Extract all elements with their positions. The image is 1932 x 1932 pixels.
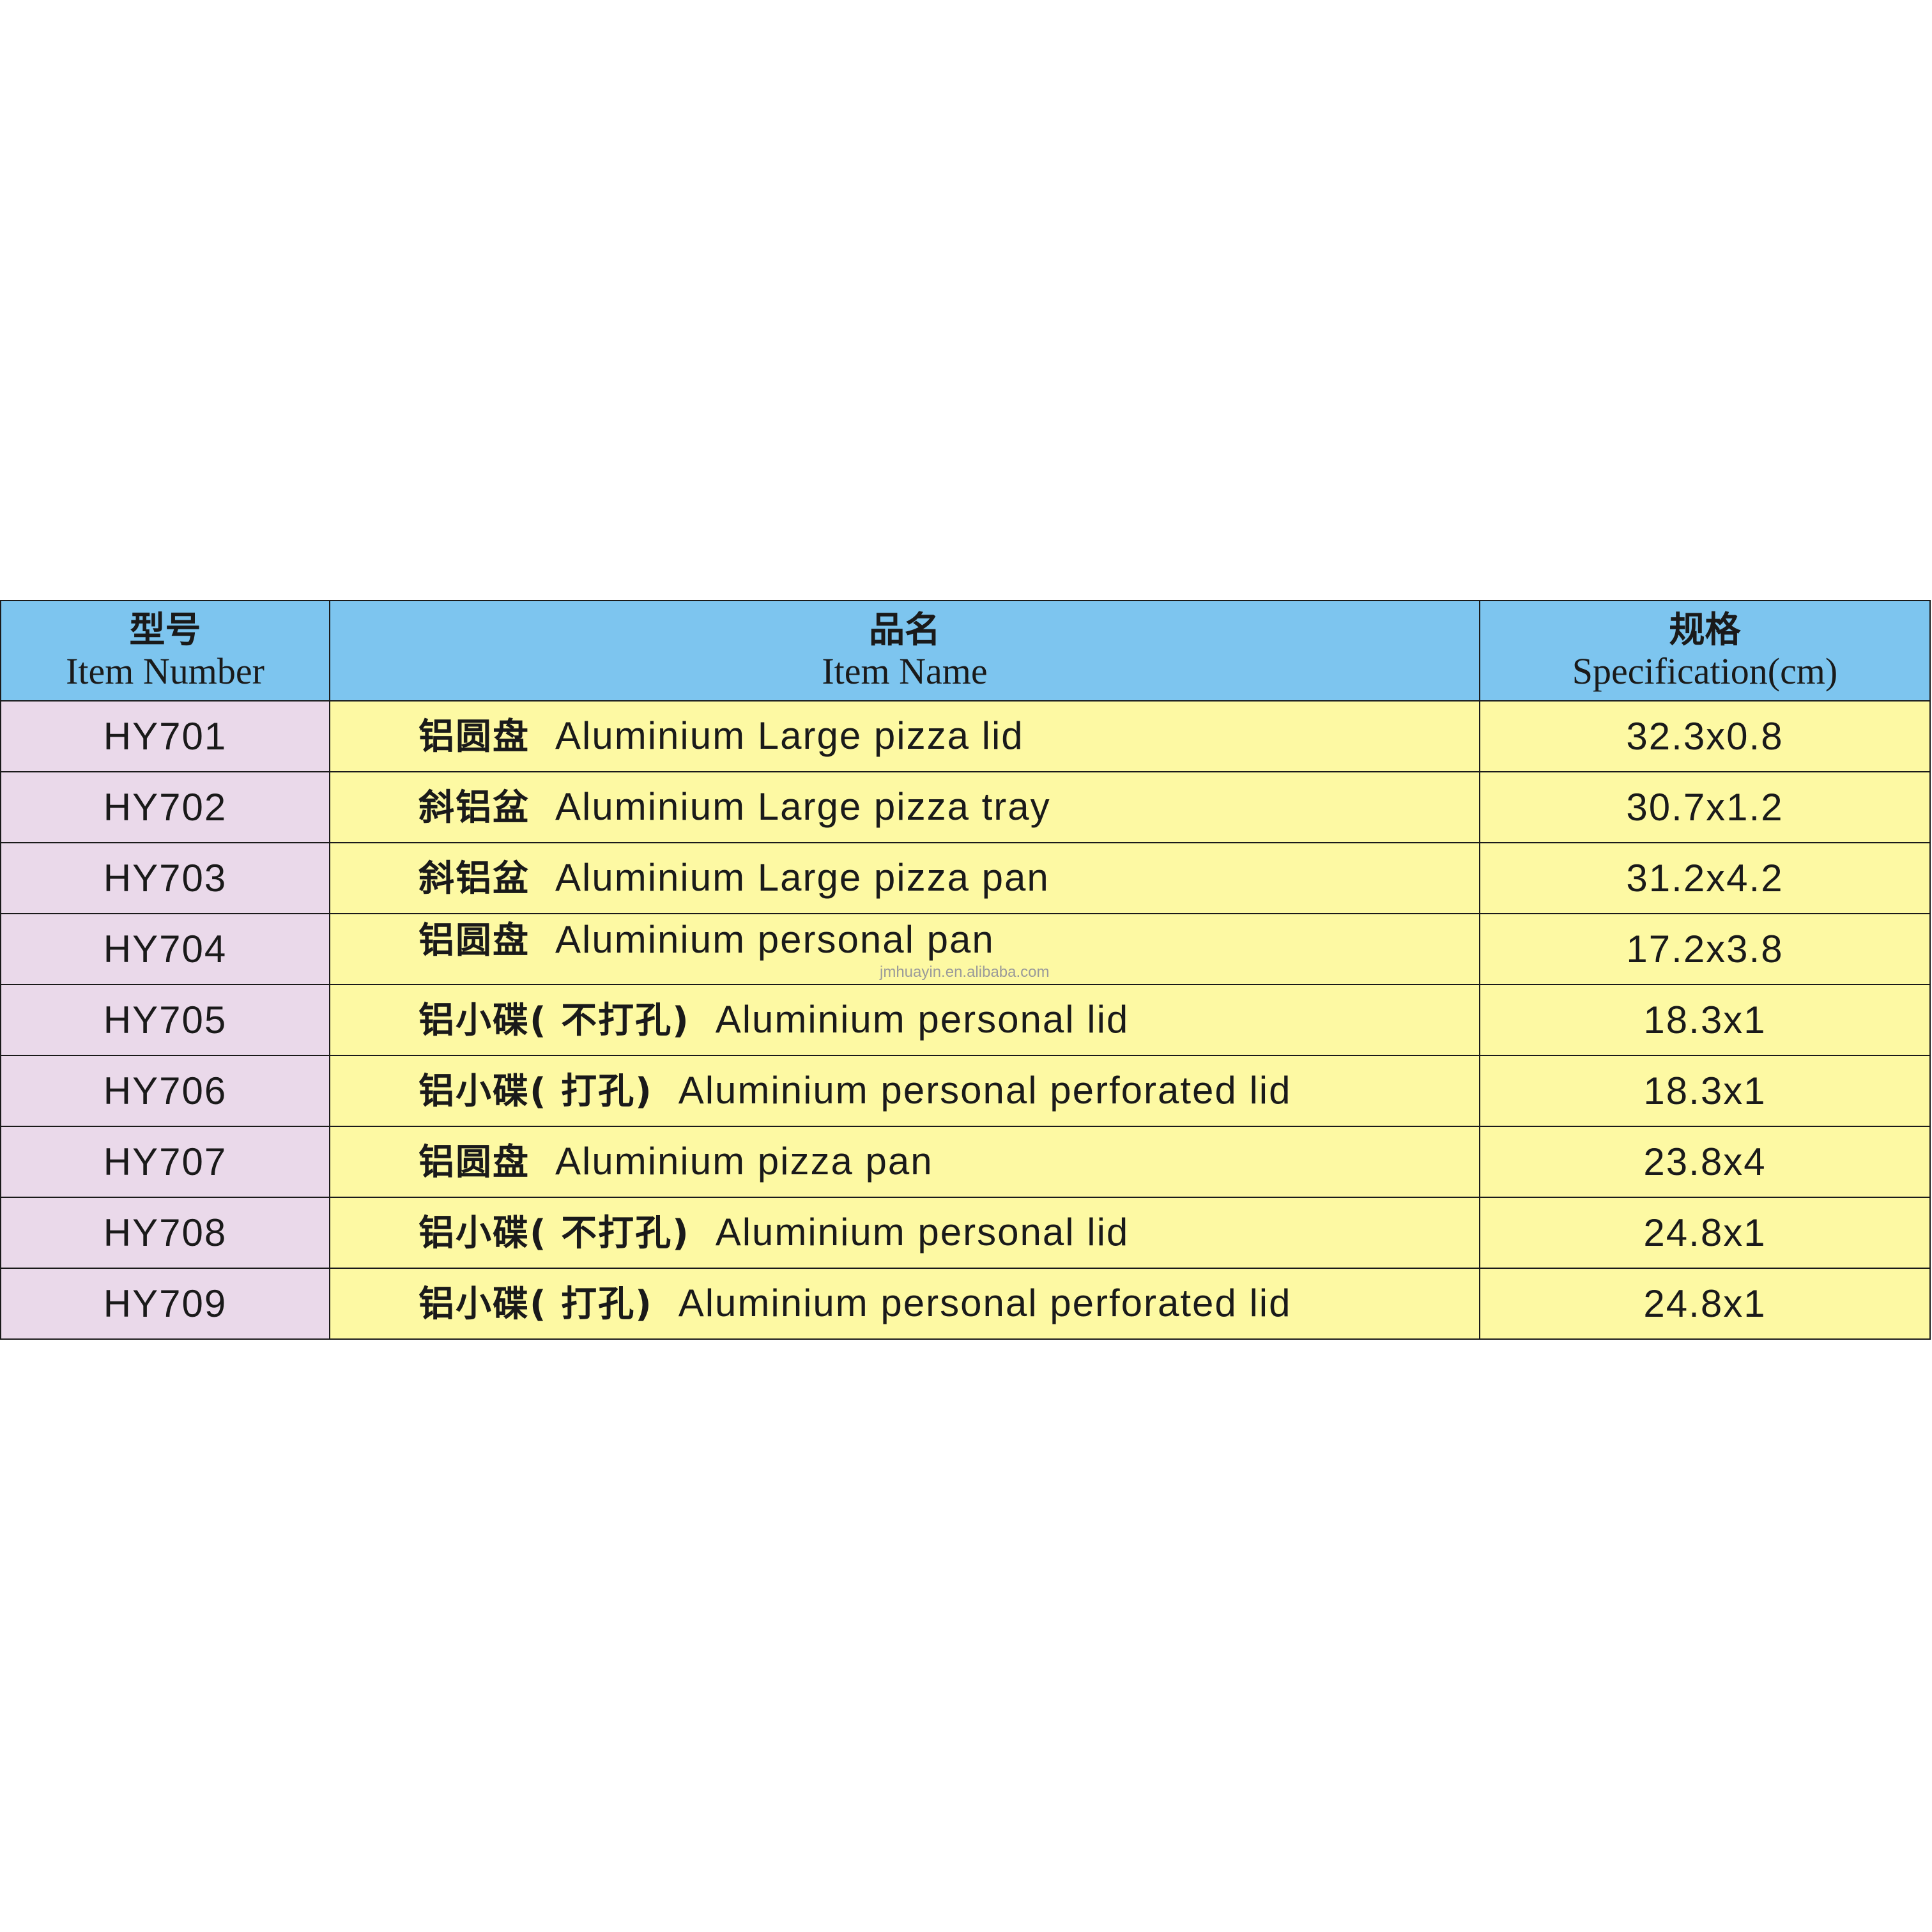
item-number: HY705 — [0, 984, 330, 1056]
item-number: HY707 — [0, 1126, 330, 1198]
item-name-cn: 铝小碟( 打孔) — [418, 1070, 653, 1112]
specification: 18.3x1 — [1479, 1055, 1931, 1127]
item-name-en: Aluminium personal lid — [715, 997, 1130, 1041]
specification: 24.8x1 — [1479, 1268, 1931, 1340]
header-en: Item Name — [822, 650, 988, 692]
table-row: HY708 铝小碟( 不打孔) Aluminium personal lid 24.8… — [0, 1197, 1931, 1269]
table-row: HY701 铝圆盘 Aluminium Large pizza lid 32.3x0.… — [0, 700, 1931, 772]
item-name-line: 斜铝盆 Aluminium Large pizza tray — [418, 785, 1479, 831]
specification: 30.7x1.2 — [1479, 771, 1931, 843]
item-number: HY701 — [0, 700, 330, 772]
item-name: 斜铝盆 Aluminium Large pizza tray — [329, 771, 1480, 843]
specification: 31.2x4.2 — [1479, 842, 1931, 914]
header-row: 型号 Item Number 品名 Item Name 规格 Specificatio… — [0, 600, 1931, 702]
item-name-cn: 铝圆盘 — [418, 919, 530, 962]
item-name: 铝小碟( 不打孔) Aluminium personal lid — [329, 984, 1480, 1056]
item-name: 铝小碟( 打孔) Aluminium personal perforated li… — [329, 1055, 1480, 1127]
item-name-en: Aluminium personal perforated lid — [678, 1281, 1292, 1324]
table-row: HY703 斜铝盆 Aluminium Large pizza pan 31.2x4.… — [0, 842, 1931, 914]
table-row: HY702 斜铝盆 Aluminium Large pizza tray 30.7x1… — [0, 771, 1931, 843]
item-number: HY709 — [0, 1268, 330, 1340]
specification: 24.8x1 — [1479, 1197, 1931, 1269]
item-number: HY703 — [0, 842, 330, 914]
item-name-cn: 铝小碟( 不打孔) — [418, 1212, 690, 1254]
item-name-line: 铝小碟( 不打孔) Aluminium personal lid — [418, 997, 1479, 1043]
watermark: jmhuayin.en.alibaba.com — [880, 963, 1050, 981]
item-name-en: Aluminium Large pizza pan — [555, 855, 1050, 899]
item-name-cn: 铝圆盘 — [418, 716, 530, 758]
item-name-line: 斜铝盆 Aluminium Large pizza pan — [418, 855, 1479, 901]
item-name: 铝小碟( 打孔) Aluminium personal perforated li… — [329, 1268, 1480, 1340]
header-cn: 规格 — [1669, 609, 1741, 651]
item-name-en: Aluminium personal lid — [715, 1210, 1130, 1254]
header-specification: 规格 Specification(cm) — [1479, 600, 1931, 702]
item-name: 铝圆盘 Aluminium Large pizza lid — [329, 700, 1480, 772]
item-number: HY702 — [0, 771, 330, 843]
item-name-line: 铝小碟( 打孔) Aluminium personal perforated li… — [418, 1068, 1479, 1114]
header-cn: 品名 — [869, 609, 940, 651]
table-row: HY707 铝圆盘 Aluminium pizza pan 23.8x4 — [0, 1126, 1931, 1198]
item-name-en: Aluminium pizza pan — [555, 1139, 933, 1183]
item-number: HY708 — [0, 1197, 330, 1269]
header-en: Item Number — [66, 650, 264, 692]
item-number: HY706 — [0, 1055, 330, 1127]
table-row: HY706 铝小碟( 打孔) Aluminium personal perforat… — [0, 1055, 1931, 1127]
table-row: HY705 铝小碟( 不打孔) Aluminium personal lid 18.3… — [0, 984, 1931, 1056]
item-name-line: 铝小碟( 打孔) Aluminium personal perforated li… — [418, 1281, 1479, 1327]
product-spec-table: 型号 Item Number 品名 Item Name 规格 Specificatio… — [0, 600, 1931, 1340]
table-row: HY704 铝圆盘 Aluminium personal pan jmhuayin.e… — [0, 913, 1931, 985]
item-name-line: 铝圆盘 Aluminium Large pizza lid — [418, 714, 1479, 760]
header-cn: 型号 — [129, 609, 201, 651]
item-name: 铝圆盘 Aluminium personal pan jmhuayin.en.ali… — [329, 913, 1480, 985]
item-name-en: Aluminium personal perforated lid — [678, 1068, 1292, 1112]
item-name-line: 铝小碟( 不打孔) Aluminium personal lid — [418, 1210, 1479, 1256]
header-en: Specification(cm) — [1572, 650, 1838, 692]
item-number: HY704 — [0, 913, 330, 985]
item-name-line: 铝圆盘 Aluminium personal pan — [418, 917, 1479, 963]
item-name-cn: 铝圆盘 — [418, 1141, 530, 1183]
specification: 18.3x1 — [1479, 984, 1931, 1056]
item-name-en: Aluminium personal pan — [555, 917, 995, 961]
item-name-cn: 铝小碟( 打孔) — [418, 1283, 653, 1325]
item-name-cn: 斜铝盆 — [418, 857, 530, 900]
item-name: 斜铝盆 Aluminium Large pizza pan — [329, 842, 1480, 914]
item-name-line: 铝圆盘 Aluminium pizza pan — [418, 1139, 1479, 1185]
header-item-name: 品名 Item Name — [329, 600, 1480, 702]
item-name-en: Aluminium Large pizza lid — [555, 714, 1024, 757]
specification: 23.8x4 — [1479, 1126, 1931, 1198]
item-name: 铝圆盘 Aluminium pizza pan — [329, 1126, 1480, 1198]
item-name-en: Aluminium Large pizza tray — [555, 785, 1051, 828]
header-item-number: 型号 Item Number — [0, 600, 330, 702]
item-name: 铝小碟( 不打孔) Aluminium personal lid — [329, 1197, 1480, 1269]
specification: 32.3x0.8 — [1479, 700, 1931, 772]
item-name-cn: 斜铝盆 — [418, 786, 530, 829]
item-name-cn: 铝小碟( 不打孔) — [418, 999, 690, 1041]
specification: 17.2x3.8 — [1479, 913, 1931, 985]
table-row: HY709 铝小碟( 打孔) Aluminium personal perforat… — [0, 1268, 1931, 1340]
